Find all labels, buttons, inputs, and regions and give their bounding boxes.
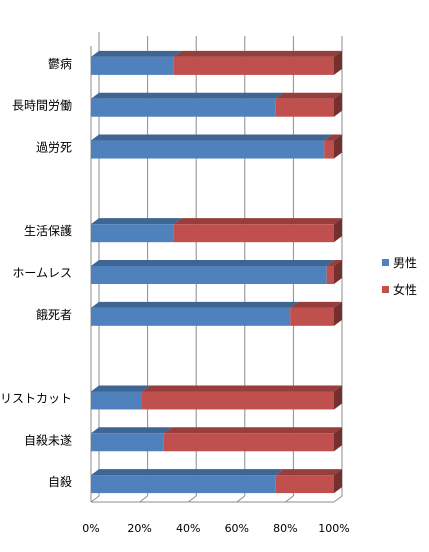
bar-female-5 [326, 260, 342, 284]
bar-male-1 [91, 92, 284, 117]
bar-male-2 [91, 134, 333, 159]
legend-label-female: 女性 [393, 282, 417, 297]
bar-female-1 [275, 92, 342, 117]
category-label-1: 長時間労働 [12, 99, 72, 113]
floor-gridline-2 [187, 495, 197, 503]
category-label-6: 餓死者 [36, 307, 72, 322]
category-label-2: 過労死 [36, 141, 72, 155]
bar-female-0 [173, 50, 342, 75]
bar-male-0 [91, 50, 182, 75]
x-tick-label-5: 100% [318, 522, 349, 535]
x-tick-label-3: 60% [225, 522, 249, 535]
bars [91, 50, 342, 494]
x-tick-label-1: 20% [127, 522, 151, 535]
floor-gridline-0 [90, 495, 100, 503]
floor-gridline-4 [285, 495, 294, 503]
x-tick-label-0: 0% [82, 522, 99, 535]
x-tick-label-4: 80% [273, 522, 297, 535]
x-tick-label-2: 40% [176, 522, 200, 535]
category-label-10: 自殺 [48, 475, 72, 489]
bar-female-2 [324, 134, 342, 159]
bar-female-10 [275, 469, 342, 494]
bar-female-4 [173, 218, 342, 243]
bar-female-6 [290, 301, 342, 326]
category-label-5: ホームレス [12, 266, 72, 280]
legend-label-male: 男性 [393, 256, 417, 270]
bar-female-9 [163, 427, 342, 452]
floor-gridline-5 [333, 495, 343, 503]
legend-swatch-female [382, 286, 389, 293]
category-label-4: 生活保護 [24, 223, 72, 238]
bar-male-9 [91, 427, 172, 452]
floor-gridline-1 [139, 495, 148, 503]
bar-male-4 [91, 218, 182, 243]
category-label-8: リストカット [0, 391, 72, 405]
floor-gridline-3 [236, 495, 246, 503]
category-label-0: 鬱病 [48, 56, 72, 71]
legend-swatch-male [382, 259, 389, 266]
bar-male-6 [91, 301, 299, 326]
x-axis-tick-labels: 0% 20% 40% 60% 80% 100% [82, 522, 349, 535]
bar-male-10 [91, 469, 284, 494]
bar-female-8 [142, 385, 342, 410]
category-label-9: 自殺未遂 [24, 433, 72, 447]
bar-male-5 [91, 260, 335, 284]
bar-male-8 [91, 385, 151, 410]
